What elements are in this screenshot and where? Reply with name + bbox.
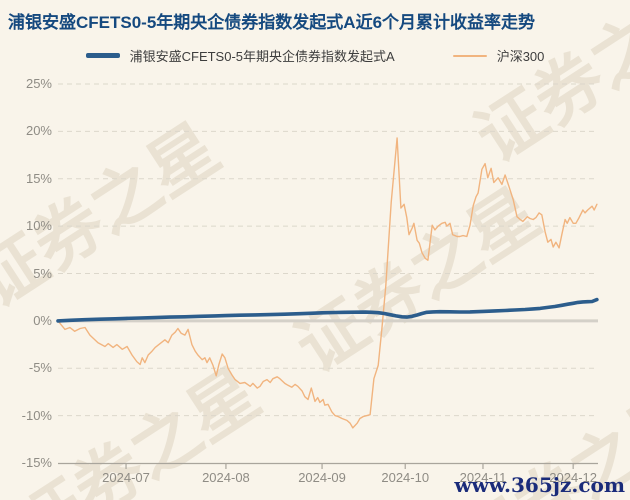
series-line [56, 297, 599, 323]
x-axis-label: 2024-11 [459, 470, 507, 485]
legend: 浦银安盛CFETS0-5年期央企债券指数发起式A 沪深300 [0, 46, 630, 65]
y-axis-label: -15% [21, 455, 52, 470]
x-axis-label: 2024-09 [298, 470, 346, 485]
x-axis-label: 2024-08 [202, 470, 250, 485]
site-watermark-url[interactable]: www.365jz.com [454, 473, 625, 497]
hs300-line-swatch [452, 54, 487, 57]
y-axis-label: 25% [25, 76, 52, 91]
fund-line-swatch [85, 53, 120, 58]
y-axis-label: 15% [25, 170, 52, 186]
y-axis-label: 10% [25, 218, 52, 234]
y-axis-label: -10% [21, 407, 52, 423]
x-axis-label: 2024-10 [381, 470, 430, 485]
series-line [57, 137, 598, 429]
y-axis-label: 5% [33, 265, 52, 281]
legend-item-fund[interactable]: 浦银安盛CFETS0-5年期央企债券指数发起式A [85, 46, 395, 65]
legend-label-hs300: 沪深300 [496, 49, 545, 64]
y-axis-label: 0% [33, 312, 52, 328]
chart-title: 浦银安盛CFETS0-5年期央企债券指数发起式A近6个月累计收益率走势 [8, 13, 536, 32]
y-axis-label: -5% [28, 360, 52, 376]
legend-label-fund: 浦银安盛CFETS0-5年期央企债券指数发起式A [129, 49, 395, 64]
x-axis-label: 2024-07 [102, 470, 150, 485]
y-axis-label: 20% [25, 123, 52, 139]
x-axis-label: 2024-12 [549, 470, 598, 485]
legend-item-hs300[interactable]: 沪深300 [452, 46, 545, 65]
